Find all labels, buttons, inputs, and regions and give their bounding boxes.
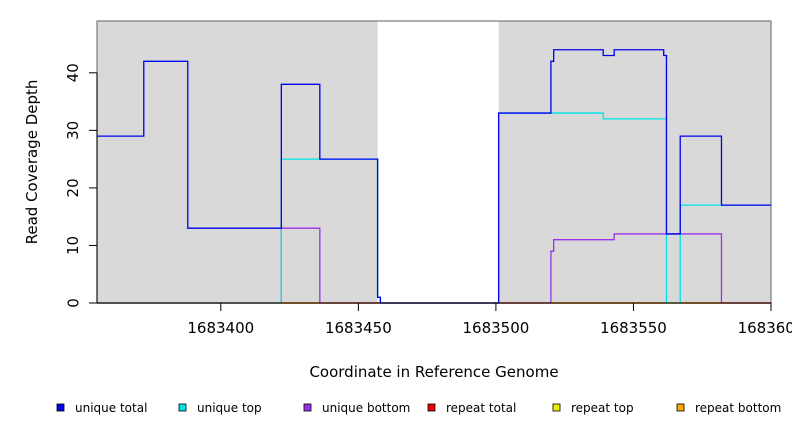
y-tick-label: 0 (64, 298, 82, 308)
legend-swatch-unique-top (178, 403, 187, 412)
x-tick-label: 1683500 (462, 319, 529, 337)
series-line-unique-total (97, 49, 771, 304)
y-tick-label: 20 (64, 178, 82, 197)
legend: unique total unique top unique bottom repea… (56, 401, 781, 415)
y-tick-label: 40 (64, 63, 82, 82)
y-axis-label: Read Coverage Depth (23, 80, 41, 245)
x-tick-label: 1683450 (325, 319, 392, 337)
legend-swatch-repeat-top (552, 403, 561, 412)
y-tick-label: 10 (64, 236, 82, 255)
y-tick-label: 30 (64, 121, 82, 140)
legend-swatch-unique-bottom (303, 403, 312, 412)
legend-swatch-unique-total (56, 403, 65, 412)
shaded-region (498, 21, 771, 303)
legend-label-unique-total: unique total (75, 401, 147, 415)
legend-label-repeat-top: repeat top (571, 401, 634, 415)
legend-label-unique-bottom: unique bottom (322, 401, 410, 415)
legend-swatch-repeat-bottom (676, 403, 685, 412)
legend-swatch-repeat-total (427, 403, 436, 412)
x-tick-label: 1683550 (600, 319, 667, 337)
x-axis-label: Coordinate in Reference Genome (309, 363, 558, 381)
legend-label-repeat-total: repeat total (446, 401, 516, 415)
series-line-unique-bottom (97, 227, 771, 304)
x-tick-label: 1683400 (187, 319, 254, 337)
plot-background (96, 20, 772, 304)
legend-label-repeat-bottom: repeat bottom (695, 401, 781, 415)
legend-label-unique-top: unique top (197, 401, 262, 415)
shaded-region (97, 21, 378, 303)
